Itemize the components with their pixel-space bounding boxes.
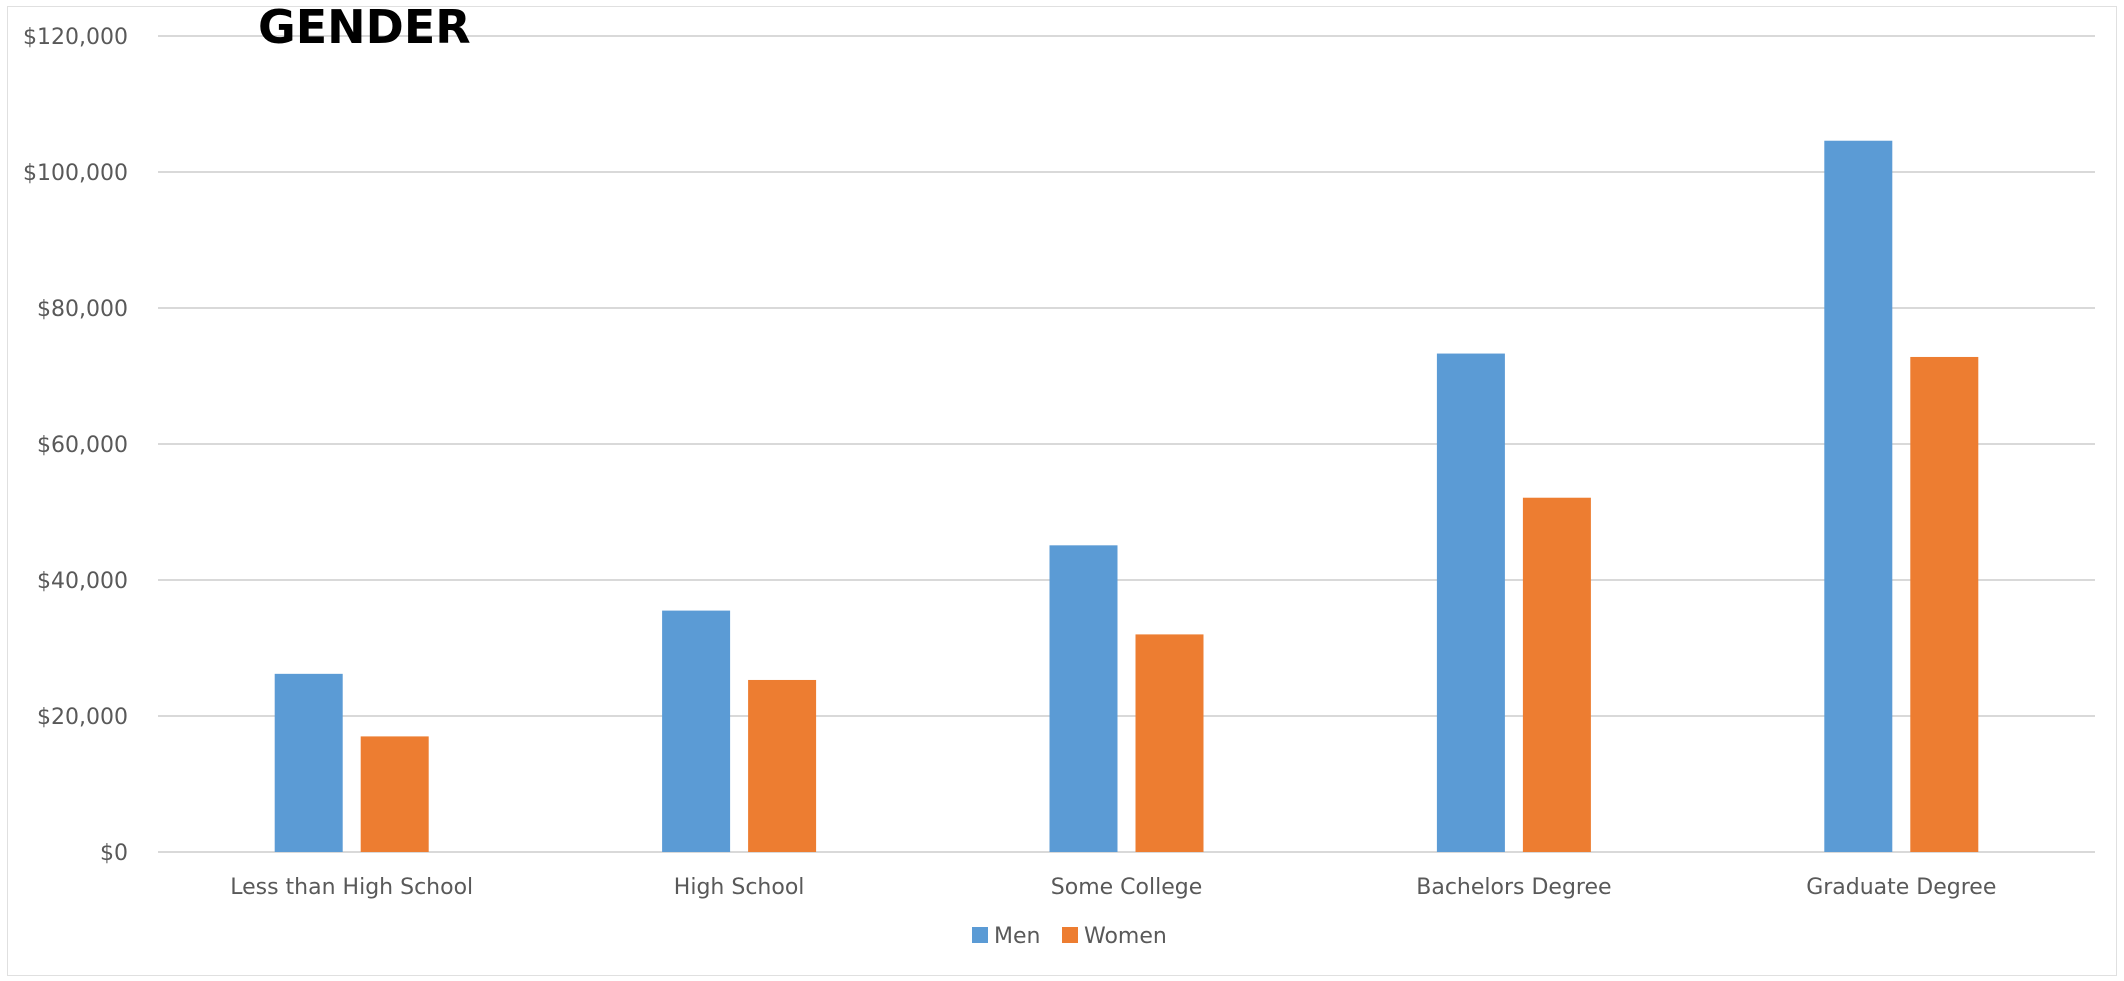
y-tick-label: $80,000	[37, 297, 128, 322]
bar-men	[1437, 354, 1505, 852]
legend-label-women: Women	[1084, 924, 1167, 949]
x-axis-ticks: Less than High School High School Some Col…	[230, 875, 1996, 900]
chart-title: GENDER	[258, 0, 471, 54]
legend-swatch-men	[972, 927, 988, 943]
legend-label-men: Men	[994, 924, 1040, 949]
bar-women	[1523, 498, 1591, 852]
gridlines	[158, 36, 2095, 852]
bar-women	[1136, 634, 1204, 852]
y-axis-ticks: $0 $20,000 $40,000 $60,000 $80,000 $100,000 $1…	[23, 25, 128, 866]
bar-women	[1910, 357, 1978, 852]
y-tick-label: $20,000	[37, 705, 128, 730]
legend: Men Women	[972, 924, 1167, 949]
y-tick-label: $40,000	[37, 569, 128, 594]
y-tick-label: $100,000	[23, 161, 128, 186]
x-tick-label: Some College	[1051, 875, 1202, 900]
bars	[275, 141, 1979, 852]
x-tick-label: High School	[674, 875, 805, 900]
bar-men	[275, 674, 343, 852]
y-tick-label: $60,000	[37, 433, 128, 458]
y-tick-label: $0	[100, 841, 128, 866]
x-tick-label: Graduate Degree	[1806, 875, 1996, 900]
y-tick-label: $120,000	[23, 25, 128, 50]
bar-women	[361, 736, 429, 852]
legend-swatch-women	[1062, 927, 1078, 943]
bar-women	[748, 680, 816, 852]
bar-men	[662, 611, 730, 852]
x-tick-label: Less than High School	[230, 875, 473, 900]
bar-men	[1050, 545, 1118, 852]
bar-men	[1824, 141, 1892, 852]
x-tick-label: Bachelors Degree	[1416, 875, 1611, 900]
